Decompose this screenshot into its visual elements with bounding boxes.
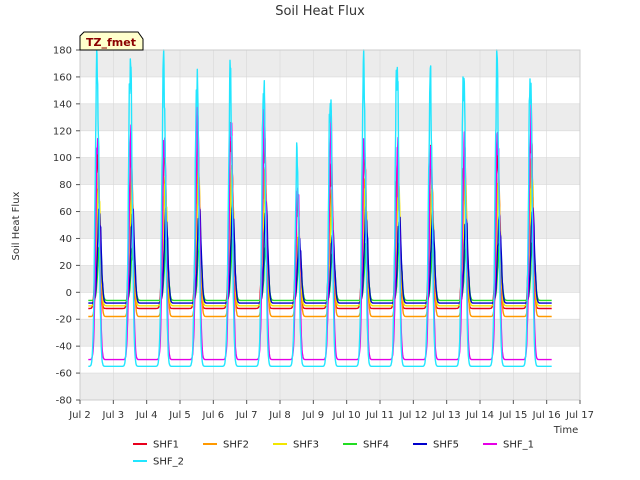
x-axis-ticks: Jul 2 Jul 3 Jul 4 Jul 5 Jul 6 Jul 7 Jul 8 Jul 9… bbox=[68, 400, 594, 421]
y-tick-label: 40 bbox=[59, 234, 72, 245]
plot-band bbox=[80, 373, 580, 400]
y-tick-label: 80 bbox=[59, 180, 72, 191]
series-lines bbox=[88, 49, 552, 367]
x-tick-label: Jul 4 bbox=[135, 410, 158, 421]
y-tick-label: -60 bbox=[56, 369, 72, 380]
legend-label: SHF_1 bbox=[503, 440, 534, 451]
y-tick-label: 180 bbox=[53, 46, 72, 57]
plot-frame bbox=[79, 49, 581, 401]
y-tick-label: 160 bbox=[53, 72, 72, 83]
chart-title: Soil Heat Flux bbox=[275, 4, 365, 19]
y-tick-label: 20 bbox=[59, 261, 72, 272]
legend-label: SHF_2 bbox=[153, 457, 184, 468]
y-tick-label: 100 bbox=[53, 153, 72, 164]
badge-text: TZ_fmet bbox=[86, 36, 136, 49]
legend-label: SHF3 bbox=[293, 440, 319, 451]
x-tick-label: Jul 10 bbox=[332, 410, 361, 421]
y-tick-label: 60 bbox=[59, 207, 72, 218]
badge-box bbox=[79, 31, 144, 51]
legend-label: SHF2 bbox=[223, 440, 249, 451]
y-tick-label: 120 bbox=[53, 126, 72, 137]
x-tick-label: Jul 12 bbox=[398, 410, 427, 421]
x-tick-label: Jul 13 bbox=[432, 410, 461, 421]
x-tick-label: Jul 11 bbox=[365, 410, 394, 421]
legend-label: SHF1 bbox=[153, 440, 179, 451]
y-axis-label: Soil Heat Flux bbox=[11, 191, 22, 260]
plot-band bbox=[80, 50, 580, 77]
x-tick-label: Jul 5 bbox=[168, 410, 191, 421]
x-tick-label: Jul 15 bbox=[498, 410, 527, 421]
y-tick-label: -20 bbox=[56, 315, 72, 326]
series-line-shf-2 bbox=[88, 49, 552, 367]
y-tick-label: 140 bbox=[53, 99, 72, 110]
x-tick-label: Jul 8 bbox=[268, 410, 291, 421]
legend: SHF1 SHF2 SHF3 SHF4 SHF5 SHF_1 SHF_2 bbox=[133, 440, 534, 468]
x-tick-label: Jul 9 bbox=[302, 410, 325, 421]
x-tick-label: Jul 3 bbox=[102, 410, 125, 421]
x-axis-label: Time bbox=[553, 425, 578, 436]
x-tick-label: Jul 17 bbox=[565, 410, 594, 421]
y-axis-ticks: -80 -60 -40 -20 0 20 40 60 80 100 120 140 160 180 bbox=[53, 46, 80, 407]
y-tick-label: -80 bbox=[56, 396, 72, 407]
x-tick-label: Jul 6 bbox=[202, 410, 225, 421]
y-tick-label: -40 bbox=[56, 342, 72, 353]
y-tick-label: 0 bbox=[66, 288, 72, 299]
x-tick-label: Jul 14 bbox=[465, 410, 494, 421]
x-tick-label: Jul 7 bbox=[235, 410, 258, 421]
station-badge: TZ_fmet bbox=[79, 31, 144, 51]
x-tick-label: Jul 2 bbox=[68, 410, 91, 421]
legend-label: SHF5 bbox=[433, 440, 459, 451]
plot-band bbox=[80, 319, 580, 347]
x-tick-label: Jul 16 bbox=[532, 410, 561, 421]
legend-label: SHF4 bbox=[363, 440, 389, 451]
